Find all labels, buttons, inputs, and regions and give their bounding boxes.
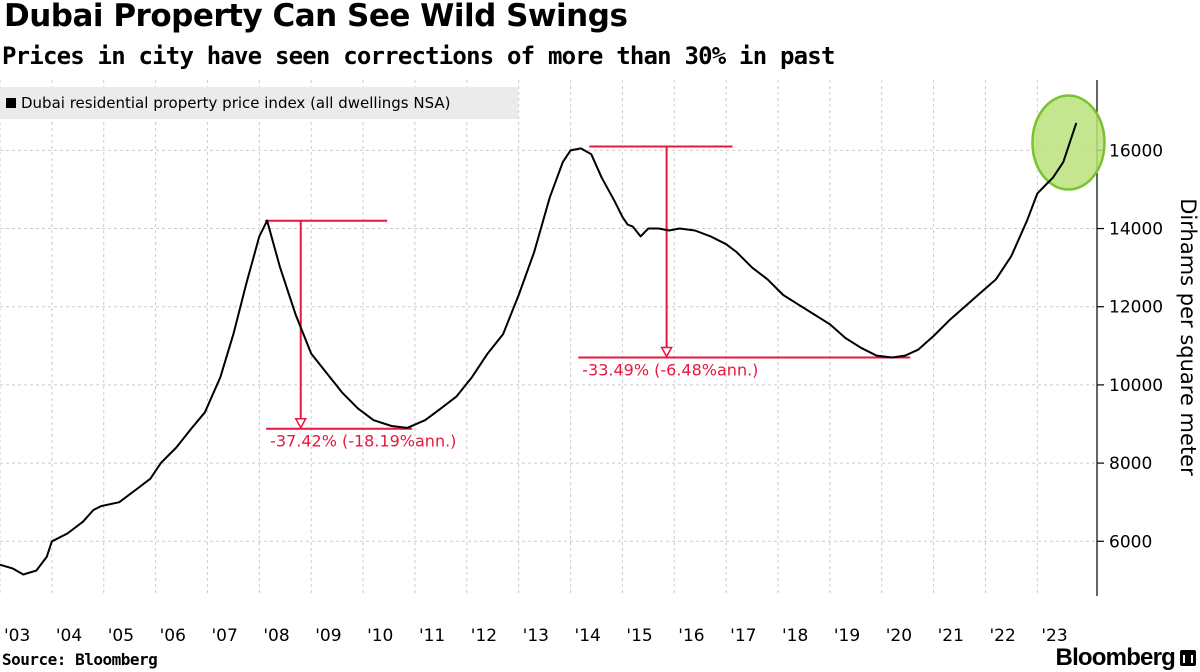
grid-lines (0, 80, 1097, 596)
x-tick-label: '15 (626, 626, 652, 646)
y-axis-label: Dirhams per square meter (1176, 198, 1200, 476)
x-tick-label: '09 (315, 626, 341, 646)
x-tick-label: '21 (938, 626, 964, 646)
y-tick-label: 8000 (1109, 454, 1152, 474)
legend-swatch (6, 98, 16, 108)
x-tick-label: '18 (782, 626, 808, 646)
highlight-ellipse (1031, 94, 1106, 191)
x-tick-label: '06 (160, 626, 186, 646)
x-tick-label: '22 (989, 626, 1015, 646)
brand-logo: Bloomberg (1056, 644, 1196, 672)
x-tick-label: '05 (108, 626, 134, 646)
drawdown-label: -33.49% (-6.48%ann.) (582, 361, 758, 380)
x-tick-label: '20 (886, 626, 912, 646)
brand-name: Bloomberg (1055, 644, 1176, 671)
y-tick-label: 10000 (1109, 376, 1163, 396)
y-tick-label: 16000 (1109, 141, 1163, 161)
y-tick-label: 6000 (1109, 532, 1152, 552)
x-tick-labels: '03 '04 '05 '06 '07 '08 '09 '10 '11 '12 '13 '14 '15 '… (4, 626, 1068, 646)
x-tick-label: '23 (1041, 626, 1067, 646)
x-tick-label: '08 (263, 626, 289, 646)
x-tick-label: '04 (56, 626, 82, 646)
x-tick-label: '03 (4, 626, 30, 646)
x-tick-label: '19 (834, 626, 860, 646)
x-tick-label: '11 (419, 626, 445, 646)
series-lines (0, 122, 1078, 576)
highlight-circle (1031, 94, 1106, 191)
annotations: -37.42% (-18.19%ann.) -33.49% (-6.48%ann.… (265, 145, 911, 451)
x-tick-label: '13 (523, 626, 549, 646)
x-tick-label: '12 (471, 626, 497, 646)
y-tick-labels: 6000 8000 10000 12000 14000 16000 (1109, 141, 1163, 552)
x-tick-label: '10 (367, 626, 393, 646)
source-note: Source: Bloomberg (2, 650, 158, 669)
drawdown-arrowhead (660, 346, 673, 359)
chart-title: Dubai Property Can See Wild Swings (4, 0, 628, 34)
legend: Dubai residential property price index (… (0, 87, 518, 119)
x-tick-label: '07 (211, 626, 237, 646)
x-tick-label: '17 (730, 626, 756, 646)
series-line-dubai-price-index (0, 122, 1078, 576)
y-tick-label: 14000 (1109, 220, 1163, 240)
drawdown-label: -37.42% (-18.19%ann.) (270, 432, 456, 451)
bloomberg-chart-icon (1180, 650, 1196, 666)
chart-subtitle: Prices in city have seen corrections of … (2, 42, 835, 70)
drawdown-arrowhead (294, 417, 308, 430)
y-tick-label: 12000 (1109, 298, 1163, 318)
legend-label: Dubai residential property price index (… (21, 94, 451, 112)
x-tick-label: '14 (575, 626, 601, 646)
x-tick-label: '16 (678, 626, 704, 646)
